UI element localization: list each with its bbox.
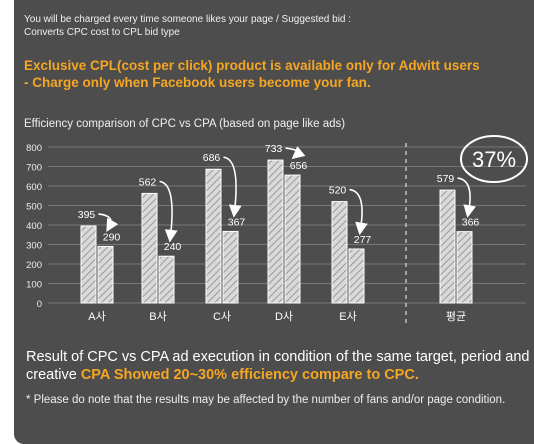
- callout-pointer: [14, 110, 30, 190]
- data-label-cpa: 656: [290, 160, 308, 172]
- bar-chart: 0 100 200 300 400 500 600 700 800 395 290 A사 562 240 B…: [26, 135, 528, 323]
- y-tick-label: 500: [26, 202, 42, 213]
- trend-arrow: [457, 177, 476, 218]
- result-text: Result of CPC vs CPA ad execution in con…: [26, 348, 531, 384]
- category-label: A사: [88, 310, 105, 323]
- data-label-cpc: 579: [437, 173, 455, 185]
- data-label-cpa: 367: [228, 216, 246, 228]
- category-label: D사: [275, 310, 293, 323]
- bar-cpc: [267, 159, 284, 304]
- bar-cpc: [331, 201, 348, 304]
- bar-cpa: [158, 255, 175, 304]
- intro-text: You will be charged every time someone l…: [24, 13, 524, 39]
- intro-line-1: You will be charged every time someone l…: [24, 14, 352, 25]
- bar-cpa: [456, 231, 473, 304]
- y-tick-label: 200: [26, 260, 42, 271]
- trend-arrow: [349, 188, 368, 236]
- data-label-cpc: 520: [329, 185, 347, 197]
- percentage-circle: [460, 135, 528, 183]
- data-label-cpa: 366: [462, 217, 480, 229]
- result-highlight: CPA Showed 20~30% efficiency compare to …: [80, 367, 419, 383]
- category-label: E사: [339, 310, 356, 323]
- chart-title: Efficiency comparison of CPC vs CPA (bas…: [24, 118, 346, 130]
- bar-cpc: [439, 189, 456, 304]
- category-label: 평균: [446, 310, 466, 323]
- bar-cpa: [97, 245, 114, 304]
- trend-arrow: [98, 213, 119, 233]
- data-label-cpa: 240: [164, 241, 182, 253]
- y-tick-label: 600: [26, 182, 42, 193]
- trend-arrow: [285, 146, 306, 160]
- data-label-cpa: 290: [103, 231, 121, 243]
- info-panel: You will be charged every time someone l…: [14, 0, 534, 444]
- headline-line-1: Exclusive CPL(cost per click) product is…: [24, 58, 480, 73]
- trend-arrow: [159, 180, 178, 243]
- headline-line-2: - Charge only when Facebook users become…: [24, 75, 371, 90]
- y-tick-label: 400: [26, 221, 42, 232]
- data-label-cpc: 686: [203, 152, 221, 164]
- data-label-cpc: 733: [265, 143, 283, 155]
- headline: Exclusive CPL(cost per click) product is…: [24, 57, 529, 91]
- y-tick-label: 100: [26, 280, 42, 291]
- y-tick-label: 700: [26, 163, 42, 174]
- bar-cpc: [205, 168, 222, 304]
- category-label: B사: [149, 310, 166, 323]
- trend-arrow: [223, 156, 242, 218]
- data-label-cpa: 277: [354, 234, 372, 246]
- intro-line-2: Converts CPC cost to CPL bid type: [24, 27, 180, 38]
- bar-cpc: [80, 225, 97, 304]
- y-tick-label: 0: [37, 299, 42, 310]
- percentage-annotation: 37%: [472, 147, 516, 172]
- category-label: C사: [213, 310, 231, 323]
- disclaimer-note: * Please do note that the results may be…: [26, 394, 506, 406]
- bar-cpa: [348, 248, 365, 304]
- bar-cpa: [284, 174, 301, 304]
- data-label-cpc: 395: [78, 209, 96, 221]
- result-statement: Result of CPC vs CPA ad execution in con…: [26, 349, 530, 383]
- y-tick-label: 800: [26, 143, 42, 154]
- bar-cpc: [141, 192, 158, 304]
- bar-cpa: [222, 230, 239, 304]
- data-label-cpc: 562: [139, 176, 157, 188]
- y-tick-label: 300: [26, 241, 42, 252]
